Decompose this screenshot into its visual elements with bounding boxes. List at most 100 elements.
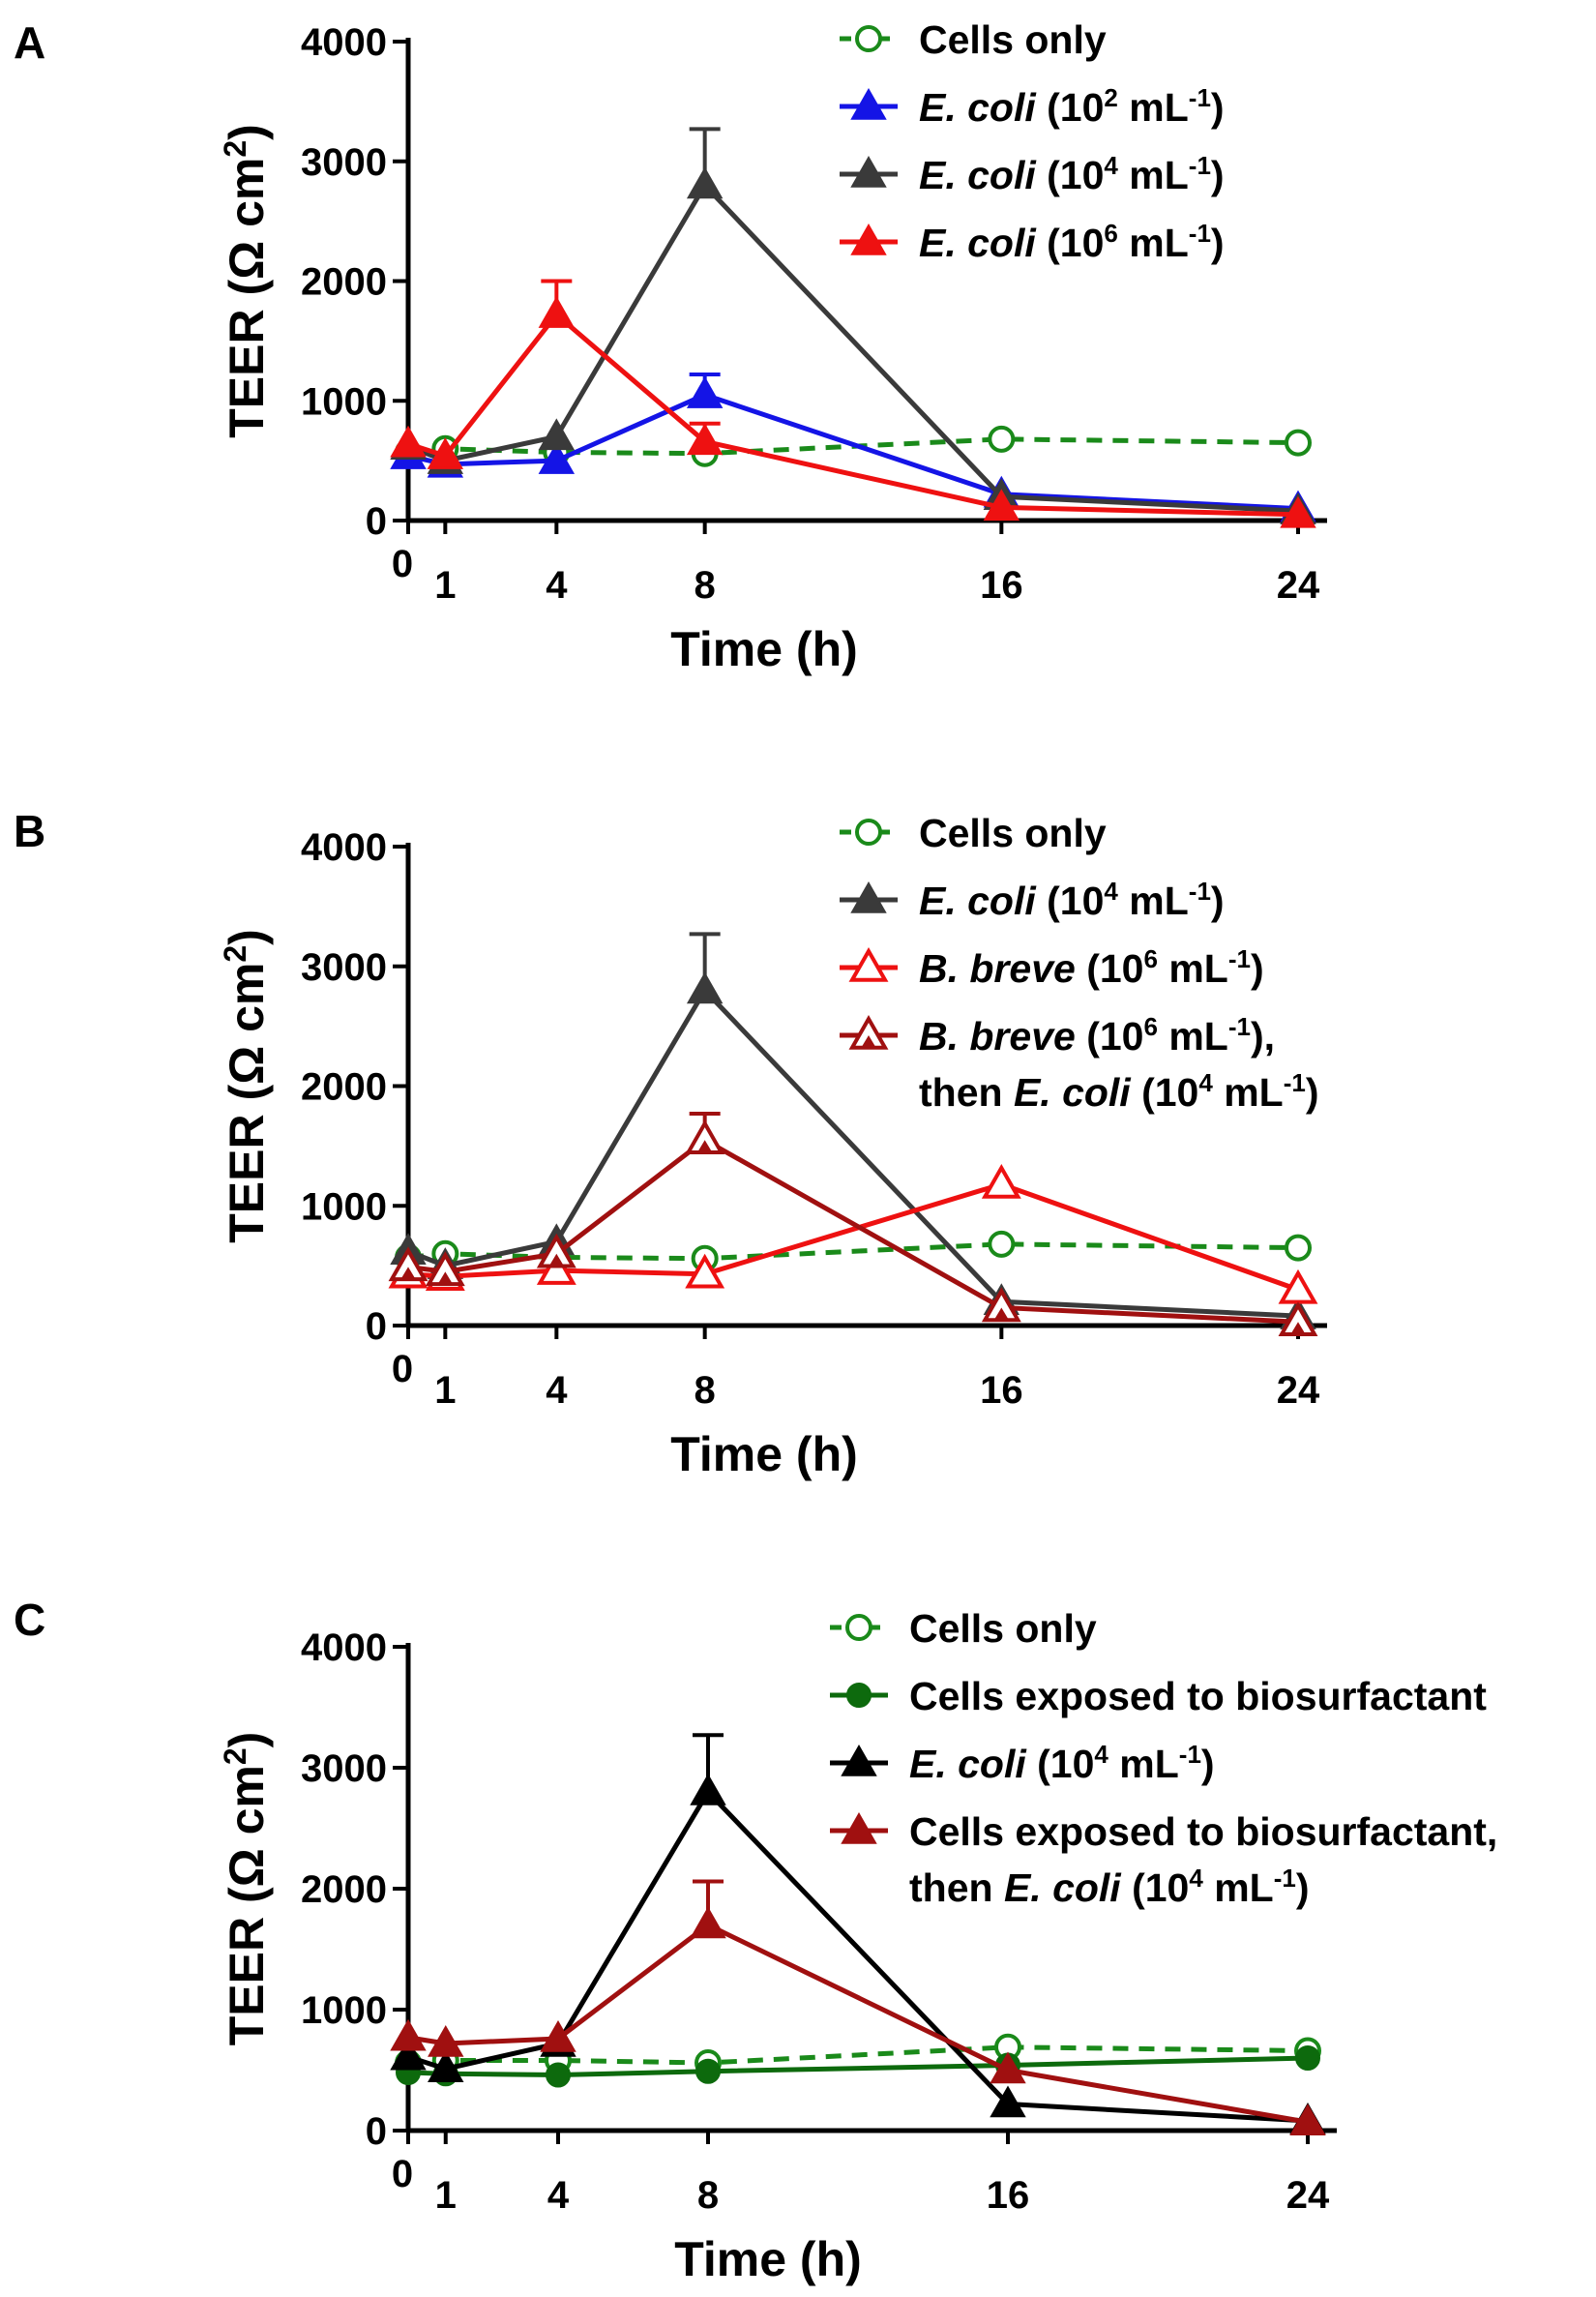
legend-label: Cells only (919, 811, 1107, 855)
legend-label-run: mL (1118, 85, 1189, 130)
x-axis-title: Time (h) (674, 2232, 862, 2286)
x-tick-label: 1 (435, 2174, 457, 2217)
legend-label-run: Cells exposed to biosurfactant, (909, 1809, 1497, 1854)
legend-entry-2: E. coli (104 mL-1) (840, 151, 1225, 197)
legend-entry-0: Cells only (840, 811, 1107, 855)
legend-label: Cells exposed to biosurfactant, (909, 1809, 1497, 1854)
legend-label-run: ) (1211, 153, 1225, 197)
data-point-triangle-filled (390, 425, 427, 458)
legend-label-run: Cells only (919, 17, 1107, 62)
x-tick-label: 8 (697, 2174, 719, 2217)
legend-label-run: 4 (1104, 877, 1118, 906)
y-axis-title-close: ) (220, 1732, 274, 1748)
y-axis-title: TEER (Ω cm2) (218, 929, 274, 1243)
legend-label-run: (10 (1026, 1742, 1095, 1786)
y-tick-label: 1000 (301, 1989, 387, 2032)
y-axis-title-text: TEER (Ω cm (220, 1765, 274, 2045)
legend-label-run: 6 (1143, 944, 1157, 973)
data-point-circle-open (988, 1230, 1016, 1258)
legend-label-line2-run: 4 (1198, 1068, 1213, 1097)
series-3 (390, 279, 1316, 528)
data-point-triangle-inner (548, 1253, 564, 1267)
data-point-triangle-filled (686, 166, 724, 199)
y-axis-title-superscript: 2 (218, 945, 252, 963)
y-tick-label: 4000 (301, 1626, 387, 1669)
y-tick-label: 0 (366, 1305, 387, 1348)
legend-label-run: Cells exposed to biosurfactant (909, 1674, 1487, 1718)
data-point-triangle-filled (686, 423, 724, 456)
y-tick-label: 4000 (301, 826, 387, 869)
legend-label-run: mL (1158, 946, 1228, 991)
data-point-triangle-filled (538, 442, 576, 474)
legend-label-run: E. coli (909, 1742, 1027, 1786)
legend-label: B. breve (106 mL-1) (919, 944, 1264, 991)
legend-label-line2-run: (10 (1121, 1865, 1190, 1910)
data-point-circle-filled (1295, 2045, 1320, 2071)
legend-label-run: 6 (1104, 219, 1117, 248)
y-axis-title-text: TEER (Ω cm (220, 158, 274, 438)
y-axis-title: TEER (Ω cm2) (218, 124, 274, 438)
legend-label-run: 2 (1104, 83, 1117, 112)
data-point-triangle-filled (538, 296, 576, 328)
legend-label-run: -1 (1189, 219, 1211, 248)
data-point-triangle-inner (1290, 1322, 1306, 1335)
legend-label-run: 4 (1104, 151, 1118, 180)
y-axis-title-text: TEER (Ω cm (220, 963, 274, 1243)
legend-marker-circle-open (845, 1614, 872, 1641)
data-point-triangle-filled (427, 437, 464, 469)
legend-label-run: ) (1211, 85, 1225, 130)
legend-label: E. coli (102 mL-1) (919, 83, 1225, 130)
legend-label: Cells only (919, 17, 1107, 62)
y-tick-label: 0 (366, 500, 387, 543)
series-1 (390, 932, 1316, 1329)
data-point-triangle-open (981, 1163, 1021, 1199)
data-point-triangle-filled (428, 2024, 464, 2057)
data-point-triangle-filled (1289, 2103, 1326, 2135)
legend-label-run: (10 (1036, 879, 1105, 923)
series-0 (395, 1230, 1312, 1272)
data-point-triangle-inner (993, 1307, 1009, 1321)
legend-label-run: 4 (1094, 1740, 1108, 1769)
data-point-circle-open (988, 425, 1016, 453)
legend-label-run: mL (1118, 221, 1189, 265)
x-tick-label: 24 (1277, 564, 1320, 607)
y-tick-label: 2000 (301, 1868, 387, 1911)
series-3 (390, 1879, 1326, 2135)
legend-label-run: E. coli (919, 153, 1037, 197)
legend-label-line2-run: 4 (1189, 1864, 1203, 1893)
legend-label-run: ) (1211, 221, 1225, 265)
y-tick-label: 3000 (301, 946, 387, 989)
data-point-triangle-open (536, 1250, 576, 1285)
panel-label: A (14, 17, 45, 68)
data-point-triangle-filled (390, 2018, 427, 2051)
x-tick-label: 16 (987, 2174, 1030, 2217)
x-tick-label: 4 (547, 2174, 570, 2217)
panel-label: B (14, 806, 45, 856)
x-tick-label: 0 (392, 543, 413, 585)
legend-entry-1: E. coli (102 mL-1) (840, 83, 1225, 130)
x-tick-label: 0 (392, 2153, 413, 2195)
legend-label-run: (10 (1036, 85, 1105, 130)
x-tick-label: 24 (1277, 1369, 1320, 1412)
legend-label: Cells exposed to biosurfactant (909, 1674, 1487, 1718)
legend-marker-triangle-filled (850, 155, 887, 188)
data-point-circle-open (1285, 429, 1312, 457)
data-point-triangle-filled (686, 971, 724, 1004)
legend-label-run: B. breve (919, 1014, 1076, 1059)
series-2 (388, 1163, 1318, 1304)
legend-label: E. coli (106 mL-1) (919, 219, 1225, 265)
legend-label-line2-run: then (909, 1865, 1004, 1910)
data-point-triangle-filled (390, 2038, 427, 2071)
data-point-triangle-filled (990, 2051, 1026, 2084)
legend-label-line2-run: -1 (1284, 1068, 1306, 1097)
legend-label-run: -1 (1228, 944, 1251, 973)
y-tick-label: 1000 (301, 380, 387, 423)
legend-label-run: 6 (1143, 1012, 1157, 1041)
legend-label-line2-run: (10 (1131, 1070, 1199, 1115)
legend-label-line2: then E. coli (104 mL-1) (919, 1068, 1319, 1115)
legend-entry-2: B. breve (106 mL-1) (840, 944, 1264, 991)
legend-label-line2-run: mL (1213, 1070, 1284, 1115)
series-3 (388, 1111, 1318, 1337)
